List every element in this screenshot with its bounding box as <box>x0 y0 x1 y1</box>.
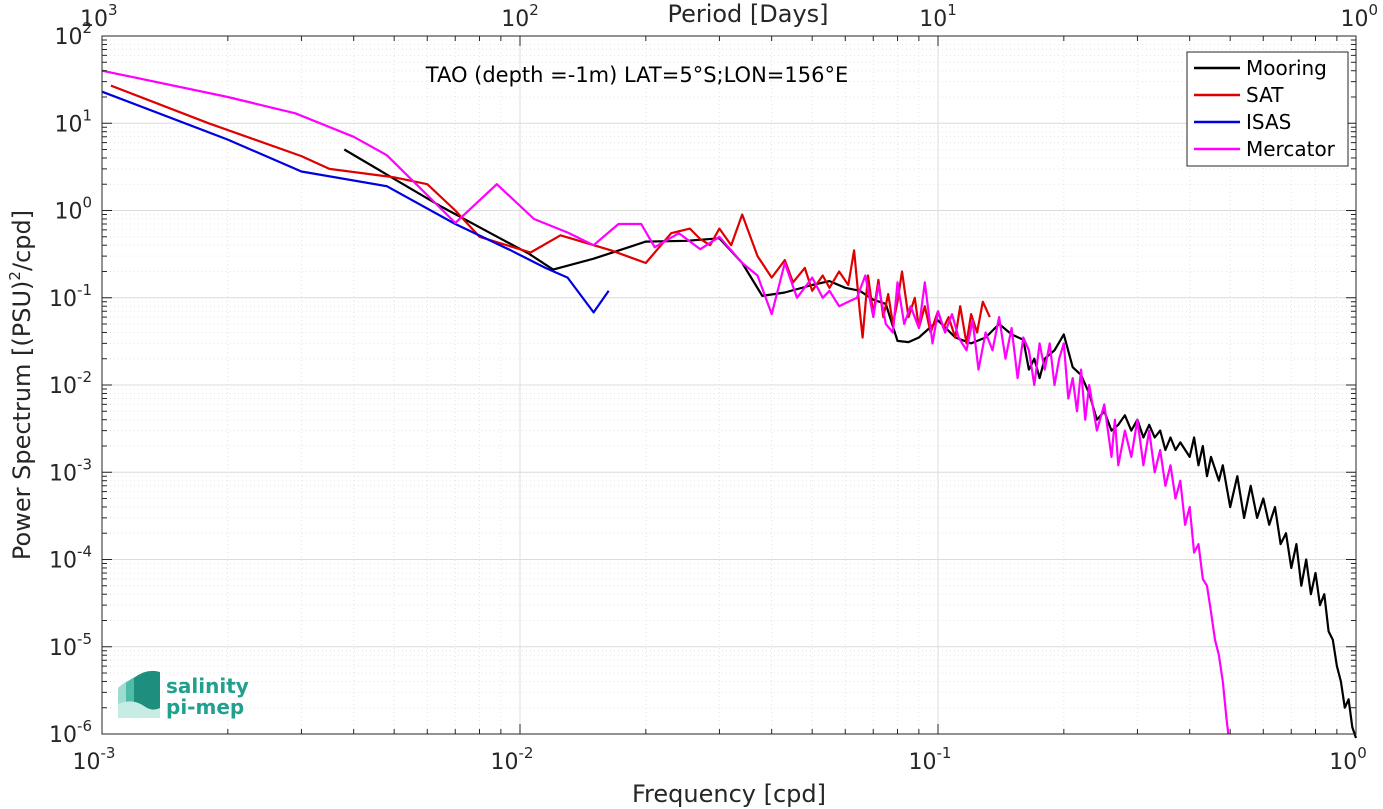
legend-items: Mooring SAT ISAS Mercator <box>1194 56 1336 161</box>
x-tick-exp: -3 <box>101 744 116 762</box>
y-axis-label-sup: 2 <box>6 271 24 281</box>
legend-label-mooring: Mooring <box>1246 56 1327 80</box>
y-tick-base: 10 <box>54 200 82 225</box>
x-tick-base: 10 <box>909 750 937 775</box>
series-line-mercator <box>101 69 1230 735</box>
x-tick-label: 10-1 <box>909 744 952 775</box>
y-tick-label: 10-1 <box>49 281 92 312</box>
legend-label-sat: SAT <box>1246 83 1284 107</box>
y-tick-exp: 1 <box>82 106 92 124</box>
x-tick-label: 10-2 <box>491 744 534 775</box>
y-tick-base: 10 <box>49 374 77 399</box>
x2-tick-exp: 0 <box>1368 1 1378 19</box>
legend-label-mercator: Mercator <box>1246 137 1336 161</box>
x2-tick-exp: 3 <box>108 1 118 19</box>
y-tick-label: 10-4 <box>49 543 92 574</box>
x2-tick-base: 10 <box>80 7 108 32</box>
x-axis-label: Frequency [cpd] <box>632 780 826 808</box>
y-tick-base: 10 <box>49 549 77 574</box>
x-tick-base: 10 <box>73 750 101 775</box>
x2-tick-exp: 1 <box>947 1 957 19</box>
x-tick-base: 10 <box>491 750 519 775</box>
y-tick-base: 10 <box>49 461 77 486</box>
x-tick-labels: 10-3 10-2 10-1 100 <box>73 744 1367 775</box>
y-tick-exp: -5 <box>77 630 92 648</box>
x-tick-exp: -1 <box>937 744 952 762</box>
y-tick-exp: -6 <box>77 717 92 735</box>
y-tick-label: 10-3 <box>49 455 92 486</box>
y-tick-label: 10-5 <box>49 630 92 661</box>
series-layer <box>101 69 1358 739</box>
x2-tick-base: 10 <box>501 7 529 32</box>
top-axis-label: Period [Days] <box>667 0 828 28</box>
series-line-mooring <box>343 148 1358 739</box>
y-tick-base: 10 <box>49 636 77 661</box>
legend-label-isas: ISAS <box>1246 110 1291 134</box>
x-tick-exp: -2 <box>519 744 534 762</box>
y-tick-label: 10-6 <box>49 717 92 748</box>
y-tick-exp: -3 <box>77 455 92 473</box>
x2-tick-exp: 2 <box>529 1 539 19</box>
y-axis-label-tail: /cpd] <box>8 210 36 271</box>
chart-annotation: TAO (depth =-1m) LAT=5°S;LON=156°E <box>425 63 849 87</box>
salinity-pi-mep-logo: salinity pi-mep <box>118 670 249 719</box>
y-tick-exp: 0 <box>82 194 92 212</box>
x2-tick-label: 103 <box>80 1 118 32</box>
y-tick-exp: -2 <box>77 368 92 386</box>
top-period-tick-labels: 103 102 101 100 <box>80 1 1378 32</box>
y-tick-exp: 2 <box>82 19 92 37</box>
x2-tick-label: 101 <box>919 1 957 32</box>
x-tick-label: 10-3 <box>73 744 116 775</box>
logo-line-2: pi-mep <box>166 695 244 719</box>
y-tick-exp: -1 <box>77 281 92 299</box>
y-axis-label: Power Spectrum [(PSU)2/cpd] <box>6 210 36 560</box>
x-tick-exp: 0 <box>1357 744 1367 762</box>
y-tick-base: 10 <box>49 287 77 312</box>
y-tick-base: 10 <box>54 112 82 137</box>
y-tick-label: 101 <box>54 106 92 137</box>
legend-box <box>1186 51 1349 167</box>
tick-marks <box>101 35 1357 735</box>
legend: Mooring SAT ISAS Mercator <box>1186 51 1349 167</box>
logo-line-1: salinity <box>166 674 249 698</box>
series-line-isas <box>101 90 610 314</box>
x-tick-label: 100 <box>1329 744 1367 775</box>
y-tick-label: 10-2 <box>49 368 92 399</box>
x2-tick-base: 10 <box>1340 7 1368 32</box>
x2-tick-base: 10 <box>919 7 947 32</box>
y-tick-label: 100 <box>54 194 92 225</box>
y-tick-exp: -4 <box>77 543 92 561</box>
x-tick-base: 10 <box>1329 750 1357 775</box>
x2-tick-label: 102 <box>501 1 539 32</box>
y-tick-base: 10 <box>49 723 77 748</box>
logo-wave-icon <box>118 670 160 718</box>
x2-tick-label: 100 <box>1340 1 1378 32</box>
y-tick-base: 10 <box>54 25 82 50</box>
y-tick-label: 102 <box>54 19 92 50</box>
y-axis-label-main: Power Spectrum [(PSU) <box>8 281 36 560</box>
